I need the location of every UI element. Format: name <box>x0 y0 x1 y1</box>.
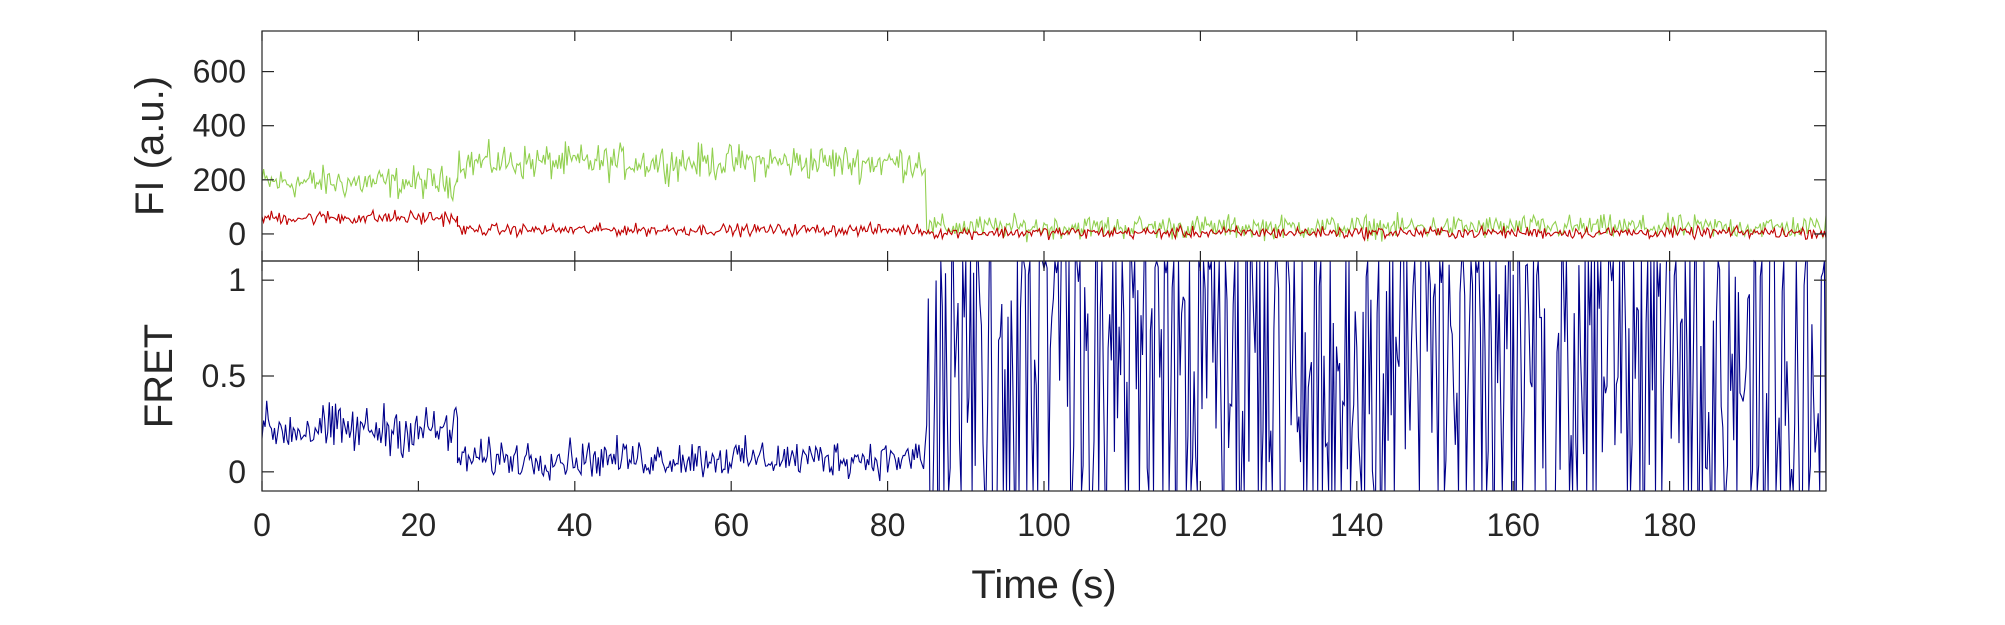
x-tick-label: 20 <box>401 507 437 543</box>
fluorescence-series-0-line <box>261 138 1827 243</box>
time-x-axis-label: Time (s) <box>971 563 1116 607</box>
fluorescence-y-tick-label: 0 <box>228 216 246 252</box>
x-tick-label: 140 <box>1330 507 1383 543</box>
fluorescence-traces <box>261 138 1827 243</box>
fret-y-tick-label: 1 <box>228 262 246 298</box>
fret-traces <box>261 259 1827 492</box>
x-tick-label: 100 <box>1017 507 1070 543</box>
fluorescence-y-tick-label: 600 <box>193 54 246 90</box>
x-tick-label: 0 <box>253 507 271 543</box>
fret-ticks: 0 0.5 1 0 20 40 60 80 100 120 140 160 180 <box>202 261 1826 543</box>
fluorescence-intensity-panel: 0 200 400 600 FI (a.u.) <box>128 30 1827 262</box>
fluorescence-ticks: 0 200 400 600 <box>193 31 1826 261</box>
x-tick-label: 160 <box>1487 507 1540 543</box>
fluorescence-y-axis-label: FI (a.u.) <box>128 76 172 216</box>
fluorescence-series-1-line <box>261 208 1827 242</box>
x-tick-label: 40 <box>557 507 593 543</box>
x-tick-label: 60 <box>713 507 749 543</box>
fluorescence-axes-frame <box>261 30 1827 262</box>
fret-y-axis-label: FRET <box>137 324 181 428</box>
x-tick-label: 80 <box>870 507 906 543</box>
fret-panel: 0 0.5 1 0 20 40 60 80 100 120 140 160 180 FRET Time … <box>137 259 1827 607</box>
fluorescence-y-tick-label: 400 <box>193 108 246 144</box>
fret-y-tick-label: 0 <box>228 454 246 490</box>
x-tick-label: 180 <box>1643 507 1696 543</box>
fret-y-tick-label: 0.5 <box>202 358 246 394</box>
fluorescence-y-tick-label: 200 <box>193 162 246 198</box>
fret-series-0-line <box>261 259 1827 492</box>
x-tick-label: 120 <box>1174 507 1227 543</box>
